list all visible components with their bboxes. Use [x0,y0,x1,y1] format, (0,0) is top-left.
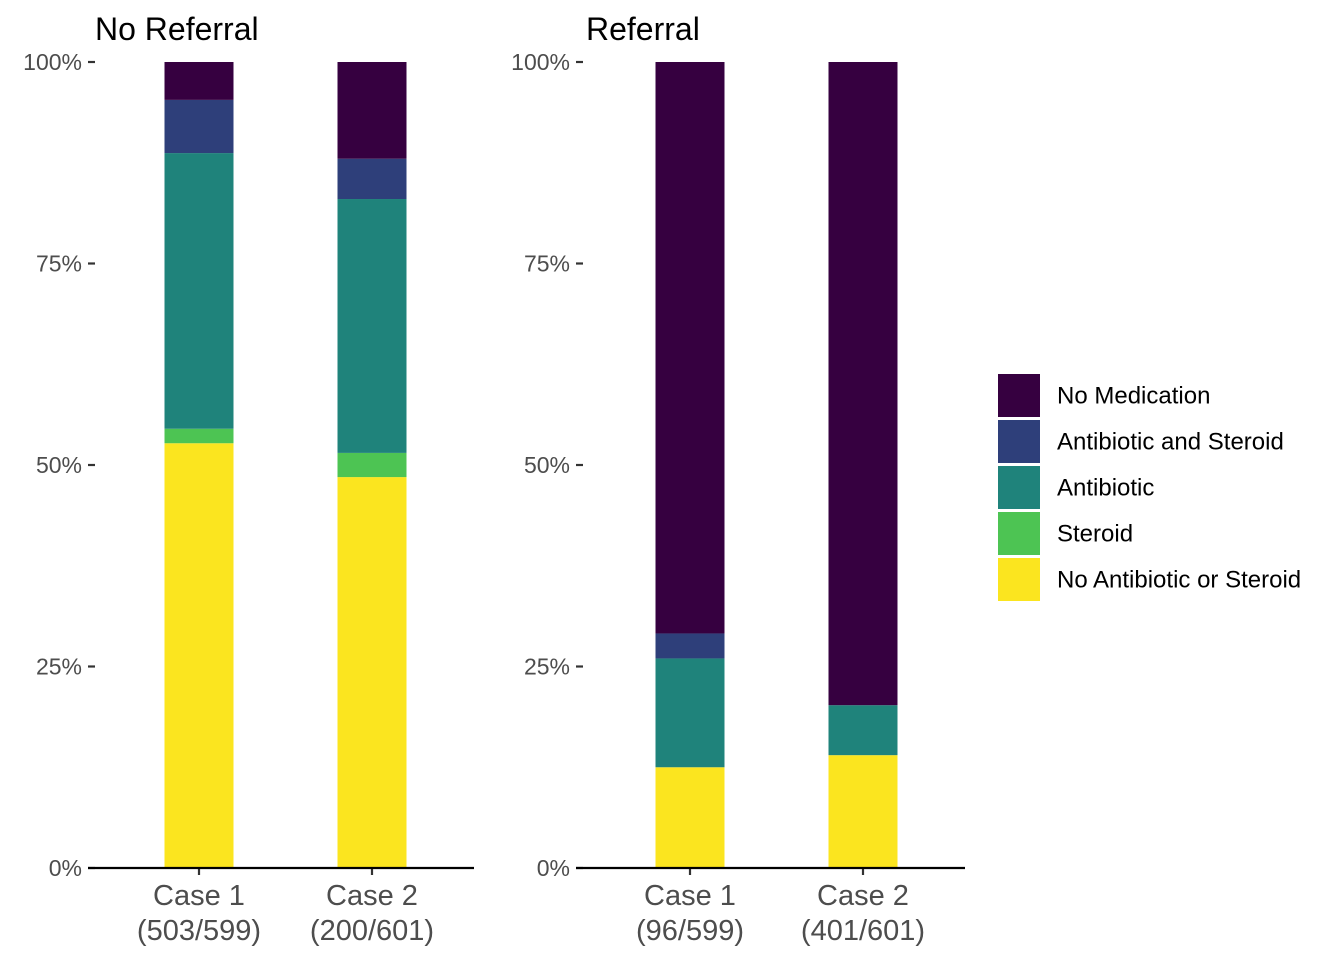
bar-referral-case-2-no-medication [828,62,898,706]
bar-no-referral-case-1-no-medication [164,62,234,100]
ytick-label-no-referral-1: 25% [36,654,82,680]
bar-referral-case-2-antibiotic [828,705,898,756]
ytick-label-no-referral-0: 0% [49,855,82,881]
ytick-label-referral-1: 25% [524,654,570,680]
panel-title-referral: Referral [586,11,700,47]
bar-no-referral-case-1-antibiotic-and-steroid [164,99,234,154]
legend-key-steroid [998,512,1040,555]
xtick-sublabel-referral-case-1: (96/599) [636,915,744,947]
xtick-label-referral-case-2: Case 2 [817,880,909,912]
legend-key-antibiotic-and-steroid [998,420,1040,463]
ytick-label-referral-4: 100% [511,49,570,75]
legend-label-antibiotic-and-steroid: Antibiotic and Steroid [1057,429,1284,456]
bar-referral-case-1-antibiotic [655,658,725,768]
bar-no-referral-case-2-no-medication [337,62,407,159]
bar-no-referral-case-2-steroid [337,452,407,478]
xtick-sublabel-referral-case-2: (401/601) [801,915,925,947]
legend-label-no-medication: No Medication [1057,383,1210,410]
legend-key-no-antibiotic-or-steroid [998,558,1040,601]
bar-no-referral-case-1-antibiotic [164,153,234,429]
ytick-label-referral-3: 75% [524,251,570,277]
ytick-label-no-referral-3: 75% [36,251,82,277]
bar-referral-case-1-no-antibiotic-or-steroid [655,767,725,868]
xtick-label-referral-case-1: Case 1 [644,880,736,912]
ytick-label-no-referral-2: 50% [36,452,82,478]
ytick-label-referral-0: 0% [537,855,570,881]
xtick-sublabel-no-referral-case-1: (503/599) [137,915,261,947]
legend-key-no-medication [998,374,1040,417]
xtick-sublabel-no-referral-case-2: (200/601) [310,915,434,947]
legend-label-steroid: Steroid [1057,521,1133,548]
bar-referral-case-1-no-medication [655,62,725,634]
legend-key-antibiotic [998,466,1040,509]
bar-no-referral-case-2-antibiotic [337,199,407,453]
legend-label-no-antibiotic-or-steroid: No Antibiotic or Steroid [1057,567,1301,594]
ytick-label-no-referral-4: 100% [23,49,82,75]
bar-no-referral-case-2-no-antibiotic-or-steroid [337,477,407,868]
bar-no-referral-case-1-no-antibiotic-or-steroid [164,443,234,868]
bar-no-referral-case-2-antibiotic-and-steroid [337,158,407,200]
legend-label-antibiotic: Antibiotic [1057,475,1154,502]
panel-title-no-referral: No Referral [95,11,259,47]
xtick-label-no-referral-case-2: Case 2 [326,880,418,912]
ytick-label-referral-2: 50% [524,452,570,478]
bar-no-referral-case-1-steroid [164,428,234,444]
xtick-label-no-referral-case-1: Case 1 [153,880,245,912]
bar-referral-case-2-no-antibiotic-or-steroid [828,755,898,868]
bar-referral-case-1-antibiotic-and-steroid [655,633,725,659]
